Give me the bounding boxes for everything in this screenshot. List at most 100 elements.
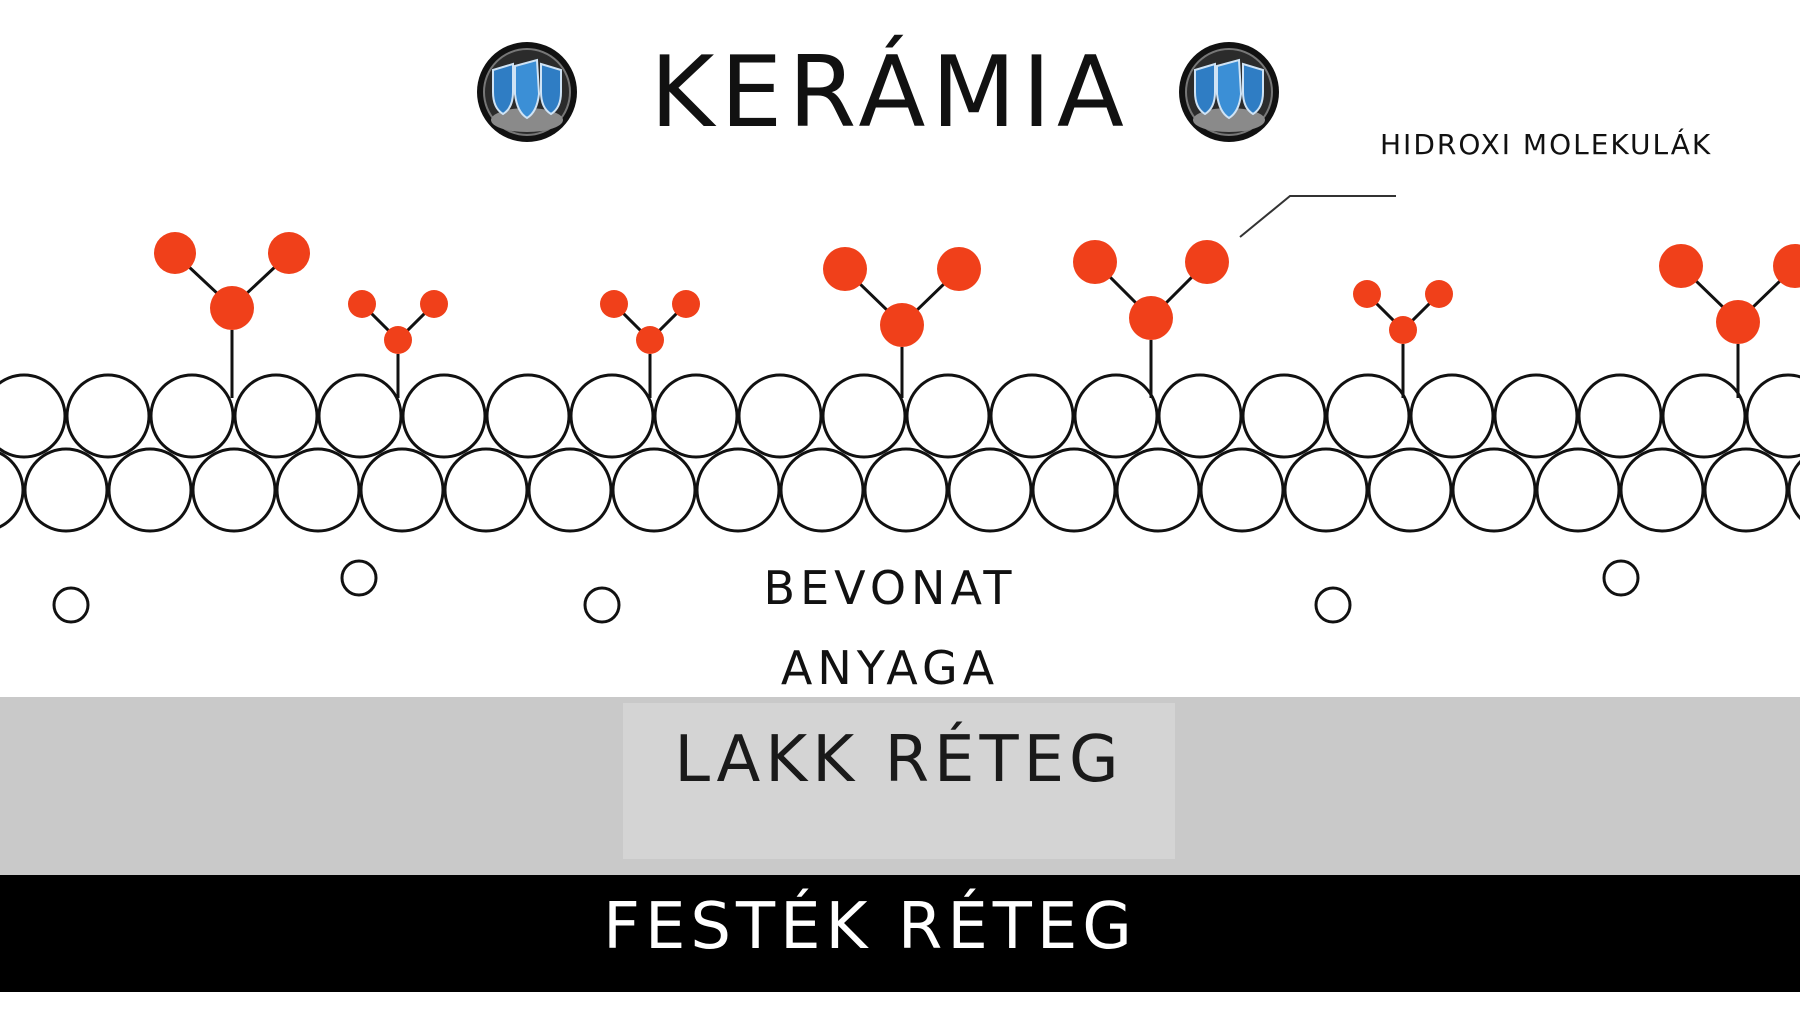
coating-particle [1199, 447, 1285, 533]
molecule-bond [857, 281, 890, 313]
hydroxyl-molecule [1073, 240, 1229, 398]
coating-particle [1367, 447, 1453, 533]
coating-particle [1157, 373, 1243, 459]
molecule-bond [1693, 278, 1726, 310]
molecule-atom [1716, 300, 1760, 344]
molecule-atom [348, 290, 376, 318]
coating-particle [1241, 373, 1327, 459]
hydroxyl-molecule [1659, 244, 1800, 398]
coating-particle [863, 447, 949, 533]
coating-particle [23, 447, 109, 533]
molecule-bond [369, 311, 391, 333]
coating-particle [1325, 373, 1411, 459]
coating-particle [0, 451, 25, 529]
coating-label-line1: BEVONAT [763, 561, 1017, 615]
molecule-bond [657, 311, 679, 333]
hydroxyl-molecules [154, 232, 1800, 398]
coating-particle [905, 373, 991, 459]
molecule-atom [268, 232, 310, 274]
coating-particle [149, 373, 235, 459]
molecule-bond [405, 311, 427, 333]
page-title: KERÁMIA [650, 36, 1130, 150]
coating-particle [1409, 373, 1495, 459]
coating-particle [317, 373, 403, 459]
coating-particle [0, 373, 67, 459]
hydroxyl-molecule [154, 232, 310, 398]
molecule-atom [1659, 244, 1703, 288]
coating-particle [1283, 447, 1369, 533]
coating-particle [1073, 373, 1159, 459]
coating-particle [1115, 447, 1201, 533]
molecule-atom [1353, 280, 1381, 308]
molecule-bond [1410, 301, 1432, 323]
coating-particle [821, 373, 907, 459]
coating-particle [569, 373, 655, 459]
coating-particle [275, 447, 361, 533]
coating-particle [233, 373, 319, 459]
coating-label-line2: ANYAGA [780, 641, 1000, 695]
coating-particle [611, 447, 697, 533]
molecule-bond [621, 311, 643, 333]
molecule-atom [384, 326, 412, 354]
molecule-bond [1107, 274, 1139, 306]
molecule-atom [1425, 280, 1453, 308]
loose-particle [1314, 586, 1352, 624]
coating-particle [779, 447, 865, 533]
callout-leader-line [1239, 195, 1396, 238]
molecule-atom [600, 290, 628, 318]
coating-particle [947, 447, 1033, 533]
coating-particle [1787, 459, 1800, 521]
molecule-atom [937, 247, 981, 291]
molecule-atom [1073, 240, 1117, 284]
molecule-atom [1389, 316, 1417, 344]
molecule-atom [1185, 240, 1229, 284]
molecule-bond [1750, 278, 1783, 310]
coating-particle [443, 447, 529, 533]
loose-particle [1602, 559, 1640, 597]
hydroxyl-molecule [823, 247, 981, 398]
coating-particle [737, 373, 823, 459]
coating-particle [359, 447, 445, 533]
coating-particle [1703, 447, 1789, 533]
coating-particle [527, 447, 613, 533]
loose-particle [583, 586, 621, 624]
hydroxyl-molecule [1353, 280, 1453, 398]
clearcoat-label-box [623, 703, 1175, 859]
clearcoat-layer-label: LAKK RÉTEG [674, 723, 1124, 797]
coating-particle [485, 373, 571, 459]
coating-material-label: BEVONAT ANYAGA [690, 548, 1090, 708]
hydroxyl-molecules-label: HIDROXI MOLEKULÁK [1380, 128, 1713, 161]
coating-particle [1619, 447, 1705, 533]
coating-particle [65, 373, 151, 459]
shield-logo-icon [477, 42, 577, 142]
coating-particle [1661, 373, 1747, 459]
molecule-atom [1129, 296, 1173, 340]
molecule-atom [636, 326, 664, 354]
coating-particle [695, 447, 781, 533]
loose-particles [52, 559, 1640, 624]
coating-particle [1745, 373, 1800, 459]
coating-particle [107, 447, 193, 533]
coating-particle [1493, 373, 1579, 459]
coating-particle [1451, 447, 1537, 533]
coating-particle-row-top [0, 373, 1800, 459]
molecule-atom [210, 286, 254, 330]
loose-particle [52, 586, 90, 624]
molecule-atom [880, 303, 924, 347]
molecule-bond [1374, 301, 1396, 323]
molecule-atom [420, 290, 448, 318]
molecule-bond [186, 264, 220, 296]
molecule-atom [672, 290, 700, 318]
molecule-bond [244, 264, 278, 296]
molecule-atom [154, 232, 196, 274]
molecule-bond [1163, 274, 1195, 306]
shield-logo-icon [1179, 42, 1279, 142]
coating-particle-row-bottom [0, 447, 1800, 533]
molecule-atom [1773, 244, 1800, 288]
hydroxyl-molecule [348, 290, 448, 398]
coating-particle [1577, 373, 1663, 459]
molecule-atom [823, 247, 867, 291]
coating-particle [653, 373, 739, 459]
coating-particle [401, 373, 487, 459]
